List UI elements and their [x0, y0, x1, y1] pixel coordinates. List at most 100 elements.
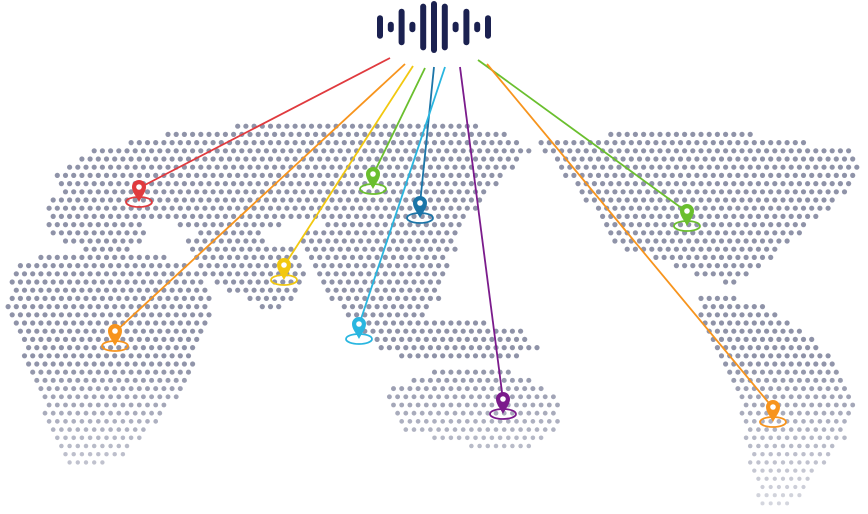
map-dot — [231, 197, 237, 203]
map-dot — [440, 353, 446, 359]
map-dot — [792, 336, 798, 342]
map-dot — [497, 156, 503, 162]
map-dot — [493, 377, 499, 383]
map-dot — [616, 148, 622, 154]
map-dot — [776, 205, 782, 211]
map-dot — [354, 246, 360, 252]
map-dot — [239, 181, 245, 187]
dotted-world-map — [5, 123, 860, 506]
map-dot — [600, 181, 606, 187]
map-dot — [374, 336, 380, 342]
map-dot — [17, 312, 23, 318]
map-dot — [764, 148, 770, 154]
map-dot — [510, 427, 515, 432]
map-dot — [452, 230, 458, 236]
map-dot — [58, 230, 64, 236]
map-dot — [79, 336, 85, 342]
map-dot — [58, 377, 64, 383]
location-pin-icon — [673, 204, 701, 232]
map-dot — [194, 222, 200, 228]
map-dot — [784, 402, 790, 408]
map-dot — [153, 304, 159, 310]
map-dot — [149, 312, 155, 318]
map-dot — [411, 263, 417, 269]
map-dot — [780, 427, 786, 432]
map-dot — [395, 164, 401, 170]
map-dot — [30, 287, 36, 293]
map-dot — [452, 377, 458, 383]
map-dot — [345, 230, 351, 236]
map-dot — [124, 148, 130, 154]
map-dot — [415, 287, 421, 293]
map-dot — [116, 246, 122, 252]
map-dot — [747, 181, 753, 187]
map-dot — [735, 369, 741, 375]
map-dot — [796, 345, 803, 351]
map-dot — [30, 271, 36, 277]
map-dot — [583, 164, 589, 170]
map-dot — [800, 369, 807, 375]
map-dot — [382, 287, 388, 293]
map-dot — [226, 189, 233, 195]
map-dot — [169, 369, 175, 375]
map-dot — [735, 336, 741, 342]
map-dot — [83, 328, 89, 334]
map-dot — [485, 164, 491, 170]
map-dot — [571, 172, 577, 178]
map-dot — [54, 287, 60, 293]
map-dot — [358, 238, 364, 244]
map-dot — [399, 304, 405, 310]
map-dot — [247, 213, 253, 219]
map-dot — [444, 181, 450, 187]
map-dot — [411, 312, 417, 318]
map-dot — [788, 181, 794, 187]
map-dot — [669, 205, 675, 211]
map-dot — [132, 410, 138, 416]
map-dot — [251, 238, 257, 244]
map-dot — [419, 312, 425, 318]
map-dot — [165, 295, 171, 301]
map-dot — [595, 205, 602, 211]
map-dot — [214, 181, 220, 187]
map-dot — [440, 336, 446, 342]
map-dot — [313, 148, 319, 154]
map-dot — [415, 304, 421, 310]
map-dot — [251, 140, 257, 146]
map-dot — [785, 484, 790, 490]
map-dot — [370, 328, 376, 334]
map-dot — [214, 246, 220, 252]
map-dot — [108, 164, 114, 170]
map-dot — [395, 148, 401, 154]
map-dot — [751, 172, 757, 178]
map-dot — [493, 131, 499, 137]
map-dot — [140, 377, 146, 383]
map-dot — [58, 295, 64, 301]
map-dot — [272, 246, 278, 252]
map-dot — [128, 287, 134, 293]
map-dot — [764, 197, 770, 203]
map-dot — [87, 451, 93, 457]
map-dot — [214, 197, 220, 203]
logo-bar — [431, 1, 437, 53]
map-dot — [87, 304, 93, 310]
map-dot — [42, 312, 48, 318]
map-dot — [645, 238, 651, 244]
map-dot — [255, 230, 261, 236]
map-dot — [768, 254, 774, 260]
map-dot — [395, 394, 401, 400]
map-dot — [780, 394, 786, 400]
map-dot — [173, 197, 179, 203]
map-dot — [354, 295, 360, 301]
map-dot — [497, 353, 503, 359]
map-dot — [456, 156, 462, 162]
map-dot — [616, 230, 622, 236]
map-dot — [304, 164, 310, 170]
map-dot — [116, 197, 122, 203]
map-dot — [124, 213, 130, 219]
map-dot — [456, 189, 462, 195]
map-dot — [760, 484, 765, 490]
map-dot — [99, 328, 105, 334]
map-dot — [723, 361, 729, 367]
map-dot — [465, 435, 470, 441]
map-dot — [71, 222, 77, 228]
